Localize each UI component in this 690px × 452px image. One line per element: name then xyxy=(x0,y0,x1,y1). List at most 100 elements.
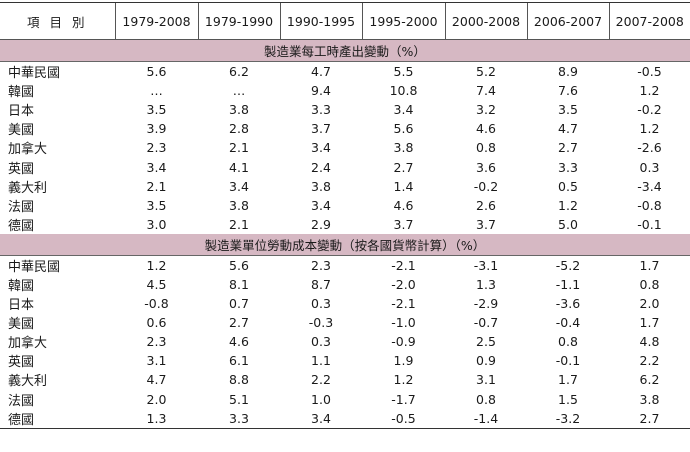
table-row: 中華民國 1.2 5.6 2.3 -2.1 -3.1 -5.2 1.7 xyxy=(0,255,690,275)
table-cell: 3.5 xyxy=(146,102,167,118)
table-cell: -3.6 xyxy=(555,296,581,312)
table-cell: 0.3 xyxy=(311,296,331,312)
table-cell: 3.4 xyxy=(393,102,414,118)
table-cell: 3.8 xyxy=(229,102,249,118)
table-row: 日本 -0.8 0.7 0.3 -2.1 -2.9 -3.6 2.0 xyxy=(0,294,690,313)
table-cell: 3.7 xyxy=(311,121,331,137)
table-cell: -1.7 xyxy=(391,391,416,407)
country-name: 韓國 xyxy=(8,85,35,101)
table-cell: 3.6 xyxy=(476,159,496,175)
table-cell: 1.7 xyxy=(639,315,660,331)
table-cell: 1.1 xyxy=(311,353,331,369)
table-cell: 1.0 xyxy=(311,391,331,407)
table-cell: 4.7 xyxy=(311,64,331,80)
table-cell: 1.2 xyxy=(639,121,660,137)
table-cell: -0.5 xyxy=(637,64,662,80)
country-name: 法國 xyxy=(8,199,35,215)
header-col-2006-2007: 2006-2007 xyxy=(526,2,609,40)
table-cell: 2.2 xyxy=(311,372,331,388)
table-cell: 2.9 xyxy=(311,216,331,232)
table-cell: 8.1 xyxy=(229,276,249,292)
table-cell: 1.2 xyxy=(146,257,167,273)
table-cell: 0.6 xyxy=(146,315,167,331)
header-col-1979-2008: 1979-2008 xyxy=(114,2,198,40)
table-cell: 8.7 xyxy=(311,276,331,292)
table-cell: -3.2 xyxy=(527,408,609,429)
table-cell: -2.1 xyxy=(391,296,416,312)
table-cell: 0.8 xyxy=(476,391,496,407)
country-name: 日本 xyxy=(8,298,35,314)
country-name: 義大利 xyxy=(8,374,48,390)
country-name: 法國 xyxy=(8,393,35,409)
table-cell: 0.9 xyxy=(476,353,496,369)
table-cell: 0.7 xyxy=(229,296,249,312)
table-cell: 5.2 xyxy=(476,64,496,80)
country-name: 中華民國 xyxy=(8,259,61,275)
header-col-2007-2008: 2007-2008 xyxy=(608,2,690,40)
table-cell: … xyxy=(150,83,163,99)
table-row: 中華民國 5.6 6.2 4.7 5.5 5.2 8.9 -0.5 xyxy=(0,62,690,82)
table-cell: 3.4 xyxy=(229,178,249,194)
table-cell: 4.5 xyxy=(146,276,167,292)
header-col-2000-2008: 2000-2008 xyxy=(444,2,527,40)
table-cell: 3.8 xyxy=(229,197,249,213)
table-cell: 5.6 xyxy=(393,121,414,137)
table-cell: 3.8 xyxy=(311,178,331,194)
table-row: 日本 3.5 3.8 3.3 3.4 3.2 3.5 -0.2 xyxy=(0,100,690,119)
table-row: 英國 3.4 4.1 2.4 2.7 3.6 3.3 0.3 xyxy=(0,157,690,177)
country-name: 加拿大 xyxy=(8,336,48,352)
table-cell: -0.7 xyxy=(473,315,499,331)
table-cell: 5.0 xyxy=(558,216,578,232)
table-row: 美國 0.6 2.7 -0.3 -1.0 -0.7 -0.4 1.7 xyxy=(0,313,690,332)
table-cell: 2.1 xyxy=(229,216,249,232)
table-cell: 5.5 xyxy=(393,64,414,80)
table-cell: 0.3 xyxy=(311,334,331,350)
table-cell: 4.6 xyxy=(393,197,414,213)
table-cell: 10.8 xyxy=(389,83,418,99)
table-cell: 1.7 xyxy=(558,372,578,388)
table-cell: 8.9 xyxy=(558,64,578,80)
table-cell: -3.4 xyxy=(637,178,662,194)
table-cell: 4.6 xyxy=(476,121,496,137)
table-cell: 2.2 xyxy=(639,353,660,369)
table-cell: … xyxy=(232,83,246,99)
table-cell: 3.5 xyxy=(146,197,167,213)
table-cell: 2.7 xyxy=(393,159,414,175)
table-cell: 2.0 xyxy=(639,296,660,312)
table-cell: 2.4 xyxy=(311,159,331,175)
section-header-row: 製造業單位勞動成本變動（按各國貨幣計算）（%） xyxy=(0,233,690,256)
table-cell: 1.9 xyxy=(393,353,414,369)
table-cell: -0.2 xyxy=(473,178,499,194)
table-cell: -1.0 xyxy=(391,315,416,331)
table-cell: 0.8 xyxy=(476,140,496,156)
table-cell: 2.3 xyxy=(146,334,167,350)
table-cell: 5.6 xyxy=(146,64,167,80)
table-cell: 2.3 xyxy=(311,257,331,273)
table-row: 韓國 4.5 8.1 8.7 -2.0 1.3 -1.1 0.8 xyxy=(0,275,690,294)
table-cell: 0.3 xyxy=(639,159,660,175)
section-title: 製造業單位勞動成本變動（按各國貨幣計算）（%） xyxy=(0,233,690,256)
table-cell: -2.0 xyxy=(391,276,416,292)
table-cell: -0.2 xyxy=(637,102,662,118)
table-cell: -0.5 xyxy=(362,408,445,429)
header-col-1990-1995: 1990-1995 xyxy=(279,2,362,40)
table-cell: -0.3 xyxy=(308,315,334,331)
table-cell: 3.7 xyxy=(476,216,496,232)
table-cell: 3.3 xyxy=(311,102,331,118)
table-cell: -5.2 xyxy=(555,257,581,273)
table-cell: 3.5 xyxy=(558,102,578,118)
table-cell: 4.1 xyxy=(229,159,249,175)
table-cell: 0.5 xyxy=(558,178,578,194)
table-cell: 1.5 xyxy=(558,391,578,407)
table-cell: 3.4 xyxy=(311,140,331,156)
table-cell: 3.4 xyxy=(280,408,362,429)
table-cell: 2.1 xyxy=(146,178,167,194)
table-cell: 7.4 xyxy=(476,83,496,99)
table-cell: 2.1 xyxy=(229,140,249,156)
header-col-1979-1990: 1979-1990 xyxy=(197,2,280,40)
table-cell: -0.9 xyxy=(391,334,416,350)
country-name: 中華民國 xyxy=(8,66,61,82)
section-title: 製造業每工時產出變動（%） xyxy=(0,39,690,62)
table-cell: 1.3 xyxy=(115,408,198,429)
table-cell: 0.8 xyxy=(639,276,660,292)
